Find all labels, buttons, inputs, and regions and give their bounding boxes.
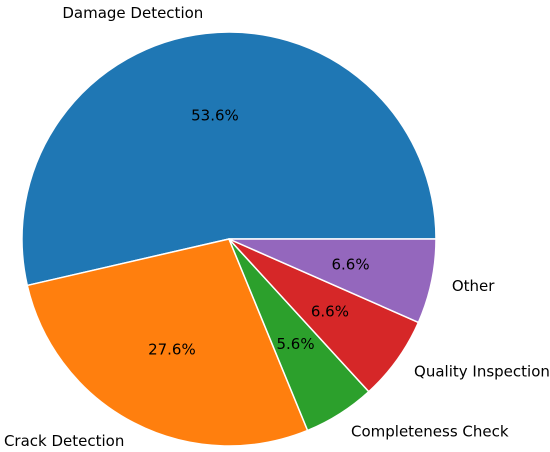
pie-category-labels: Damage Detection Crack Detection Completen… xyxy=(4,4,550,450)
pie-category-label-crack-detection: Crack Detection xyxy=(4,432,124,450)
pie-slice-damage-detection xyxy=(21,31,437,287)
pie-percent-label-crack-detection: 27.6% xyxy=(148,340,196,358)
pie-category-label-quality-inspection: Quality Inspection xyxy=(414,363,550,381)
pie-category-label-damage-detection: Damage Detection xyxy=(62,4,203,22)
pie-percent-label-other: 6.6% xyxy=(331,256,369,274)
pie-category-label-other: Other xyxy=(452,277,495,295)
pie-slice-other xyxy=(228,238,437,324)
pie-percent-label-damage-detection: 53.6% xyxy=(191,107,239,125)
pie-percent-labels: 53.6% 27.6% 5.6% 6.6% 6.6% xyxy=(148,107,370,359)
pie-category-label-completeness-check: Completeness Check xyxy=(351,422,509,440)
pie-percent-label-quality-inspection: 6.6% xyxy=(311,302,349,320)
pie-slices xyxy=(21,31,437,447)
pie-percent-label-completeness-check: 5.6% xyxy=(276,335,314,353)
pie-slice-crack-detection xyxy=(26,238,309,447)
